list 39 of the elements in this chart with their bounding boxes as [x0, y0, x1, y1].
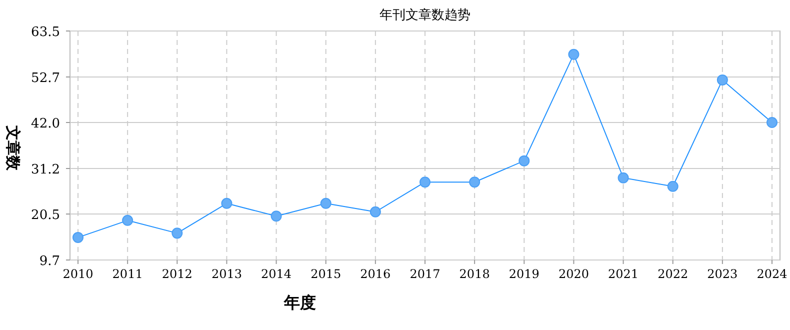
x-tick-label: 2018 [459, 267, 490, 281]
point [420, 176, 430, 188]
point [72, 232, 84, 243]
point [518, 155, 530, 166]
point [221, 198, 232, 209]
x-tick-label: 2017 [410, 267, 440, 281]
point [766, 117, 778, 128]
x-axis-title: 年度 [283, 293, 316, 312]
x-tick-label: 2021 [608, 267, 639, 281]
x-tick-label: 2016 [360, 267, 391, 281]
point [172, 228, 183, 239]
point [469, 176, 480, 188]
x-tick-label: 2022 [658, 267, 688, 281]
point [667, 180, 678, 192]
y-tick-label: 20.5 [31, 208, 60, 224]
x-tick-label: 2019 [508, 267, 540, 281]
point [122, 214, 134, 226]
point [618, 172, 629, 184]
y-tick-label: 63.5 [31, 25, 60, 40]
x-tick-label: 2013 [211, 267, 242, 281]
y-tick-label: 31.2 [31, 162, 60, 178]
x-tick-label: 2012 [162, 267, 192, 281]
x-tick-label: 2024 [756, 267, 788, 281]
x-tick-label: 2023 [707, 267, 738, 281]
x-tick-label: 2020 [558, 267, 589, 281]
point [270, 210, 282, 222]
point [370, 206, 381, 218]
x-tick-label: 2014 [261, 267, 292, 281]
y-tick-label: 42.0 [31, 116, 60, 132]
chart-title: 年刊文章数趋势 [380, 7, 470, 22]
y-axis-title: 文章数 [4, 124, 22, 172]
x-tick-label: 2015 [310, 267, 342, 281]
x-tick-label: 2011 [112, 267, 143, 281]
x-tick-label: 2010 [62, 267, 94, 281]
point [568, 48, 580, 60]
y-tick-label: 52.7 [31, 70, 60, 86]
point [716, 74, 728, 86]
point [320, 198, 332, 209]
y-tick-label: 9.7 [39, 254, 60, 269]
